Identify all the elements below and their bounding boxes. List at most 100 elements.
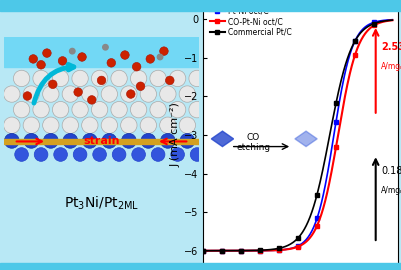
Line: Commercial Pt/C: Commercial Pt/C xyxy=(201,18,393,252)
Commercial Pt/C xyxy=(312,198,317,201)
Circle shape xyxy=(13,102,30,118)
Circle shape xyxy=(140,117,156,133)
CO-Pt-Ni oct/C xyxy=(200,249,205,252)
Circle shape xyxy=(170,148,184,161)
Circle shape xyxy=(81,117,98,133)
Circle shape xyxy=(107,59,115,67)
Pt-Ni oct/C xyxy=(200,249,205,252)
Commercial Pt/C xyxy=(200,249,205,252)
Circle shape xyxy=(23,117,39,133)
Circle shape xyxy=(160,133,175,148)
Circle shape xyxy=(169,70,185,87)
Circle shape xyxy=(188,102,205,118)
Circle shape xyxy=(34,148,48,161)
Circle shape xyxy=(132,148,145,161)
Circle shape xyxy=(165,76,174,85)
Pt-Ni oct/C xyxy=(371,21,376,24)
Circle shape xyxy=(120,117,137,133)
Circle shape xyxy=(29,55,37,63)
Circle shape xyxy=(130,102,146,118)
Circle shape xyxy=(101,117,117,133)
Pt-Ni oct/C xyxy=(312,222,317,225)
Circle shape xyxy=(120,51,129,59)
Circle shape xyxy=(126,90,135,98)
Circle shape xyxy=(13,70,30,87)
CO-Pt-Ni oct/C xyxy=(312,227,317,230)
Circle shape xyxy=(102,45,108,50)
Commercial Pt/C xyxy=(371,22,376,25)
Circle shape xyxy=(77,53,86,61)
Circle shape xyxy=(112,148,126,161)
Circle shape xyxy=(33,102,49,118)
Text: 0.18: 0.18 xyxy=(380,166,401,176)
Circle shape xyxy=(97,76,105,85)
Circle shape xyxy=(169,102,185,118)
Circle shape xyxy=(58,57,67,65)
Polygon shape xyxy=(294,131,316,147)
Commercial Pt/C xyxy=(316,185,320,189)
Circle shape xyxy=(111,102,127,118)
Circle shape xyxy=(4,133,19,148)
Circle shape xyxy=(87,96,96,104)
Circle shape xyxy=(52,102,69,118)
Circle shape xyxy=(49,80,57,89)
Circle shape xyxy=(73,148,87,161)
Commercial Pt/C xyxy=(312,200,317,203)
Circle shape xyxy=(54,148,67,161)
Circle shape xyxy=(159,117,176,133)
Circle shape xyxy=(93,148,106,161)
Circle shape xyxy=(37,60,45,69)
Circle shape xyxy=(136,82,144,90)
Text: strain: strain xyxy=(83,136,119,146)
CO-Pt-Ni oct/C xyxy=(359,36,364,39)
Circle shape xyxy=(74,88,82,96)
Circle shape xyxy=(63,133,77,148)
Text: 2.53: 2.53 xyxy=(380,42,401,52)
Circle shape xyxy=(23,86,39,102)
CO-Pt-Ni oct/C xyxy=(316,220,320,223)
Circle shape xyxy=(159,47,168,55)
Circle shape xyxy=(91,102,107,118)
Pt-Ni oct/C xyxy=(389,18,394,21)
Pt-Ni oct/C xyxy=(312,220,317,224)
Commercial Pt/C xyxy=(359,29,364,32)
Circle shape xyxy=(121,133,136,148)
Commercial Pt/C xyxy=(200,249,205,252)
Bar xyxy=(4,139,198,144)
Line: Pt-Ni oct/C: Pt-Ni oct/C xyxy=(201,18,393,252)
Circle shape xyxy=(4,86,20,102)
Circle shape xyxy=(43,117,59,133)
Circle shape xyxy=(179,117,195,133)
Circle shape xyxy=(159,86,176,102)
Circle shape xyxy=(81,86,98,102)
CO-Pt-Ni oct/C xyxy=(312,228,317,231)
Circle shape xyxy=(141,133,155,148)
Circle shape xyxy=(43,133,58,148)
Circle shape xyxy=(69,48,75,54)
Text: A/mgₘₜ: A/mgₘₜ xyxy=(380,62,401,72)
Circle shape xyxy=(132,62,141,71)
Circle shape xyxy=(120,86,137,102)
Pt-Ni oct/C xyxy=(359,28,364,31)
Pt-Ni oct/C xyxy=(316,211,320,214)
Circle shape xyxy=(179,86,195,102)
Circle shape xyxy=(62,117,78,133)
Circle shape xyxy=(150,102,166,118)
Text: $\mathregular{Pt_3Ni/Pt_{2ML}}$: $\mathregular{Pt_3Ni/Pt_{2ML}}$ xyxy=(64,195,139,212)
Circle shape xyxy=(140,86,156,102)
Circle shape xyxy=(82,133,97,148)
Circle shape xyxy=(91,70,107,87)
Circle shape xyxy=(23,92,32,100)
Polygon shape xyxy=(211,131,233,147)
Circle shape xyxy=(33,70,49,87)
CO-Pt-Ni oct/C xyxy=(371,23,376,27)
Circle shape xyxy=(72,70,88,87)
Circle shape xyxy=(130,70,146,87)
Circle shape xyxy=(150,70,166,87)
Commercial Pt/C xyxy=(389,19,394,22)
Circle shape xyxy=(15,148,28,161)
Circle shape xyxy=(101,86,117,102)
Circle shape xyxy=(24,133,38,148)
Circle shape xyxy=(43,49,51,58)
Y-axis label: J (mA cm⁻²): J (mA cm⁻²) xyxy=(170,103,180,167)
